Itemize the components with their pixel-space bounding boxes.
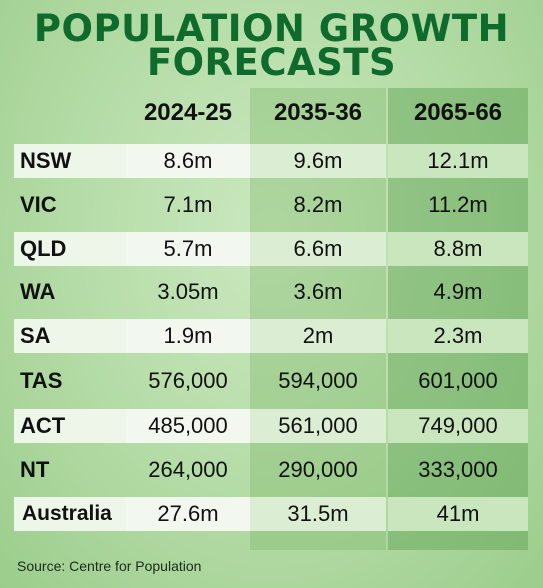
table-cell: 5.7m — [126, 232, 250, 266]
row-label: ACT — [14, 409, 126, 443]
table-cell: 6.6m — [250, 232, 386, 266]
source-note: Source: Centre for Population — [17, 558, 202, 574]
row-label: NSW — [14, 144, 126, 178]
table-cell: 3.05m — [157, 279, 219, 304]
table-row: SA 1.9m 2m 2.3m — [14, 319, 528, 353]
column-header-3: 2065-66 — [413, 99, 503, 126]
table-cell: 290,000 — [278, 457, 358, 482]
table-cell: 8.8m — [388, 232, 528, 266]
table-row: NSW 8.6m 9.6m 12.1m — [14, 144, 528, 178]
title-line-2: FORECASTS — [146, 41, 397, 84]
table-cell: 576,000 — [148, 368, 228, 393]
row-label: TAS — [20, 368, 63, 393]
table-row: TAS 576,000 594,000 601,000 — [14, 364, 528, 398]
table-row: Australia 27.6m 31.5m 41m — [14, 497, 528, 531]
row-label: SA — [14, 319, 126, 353]
table-cell: 8.2m — [293, 192, 343, 217]
table-row: NT 264,000 290,000 333,000 — [14, 453, 528, 487]
table-cell: 8.6m — [126, 144, 250, 178]
table-row: VIC 7.1m 8.2m 11.2m — [14, 188, 528, 222]
table-row: QLD 5.7m 6.6m 8.8m — [14, 232, 528, 266]
table-cell: 601,000 — [418, 368, 498, 393]
table-cell: 561,000 — [250, 409, 386, 443]
table-cell: 9.6m — [250, 144, 386, 178]
column-header-2: 2035-36 — [273, 99, 363, 126]
row-label: NT — [20, 457, 50, 482]
table-cell: 27.6m — [126, 497, 250, 531]
table-row: ACT 485,000 561,000 749,000 — [14, 409, 528, 443]
title-line-1: POPULATION GROWTH — [33, 7, 510, 50]
table-cell: 11.2m — [428, 192, 488, 217]
table-row: WA 3.05m 3.6m 4.9m — [14, 275, 528, 309]
table-cell: 333,000 — [418, 457, 498, 482]
table-cell: 2m — [250, 319, 386, 353]
table-cell: 264,000 — [148, 457, 228, 482]
table-cell: 2.3m — [388, 319, 528, 353]
table-cell: 7.1m — [163, 192, 213, 217]
table-cell: 12.1m — [388, 144, 528, 178]
row-label: WA — [20, 279, 56, 304]
table-cell: 31.5m — [250, 497, 386, 531]
table-cell: 4.9m — [433, 279, 483, 304]
row-label: Australia — [14, 497, 126, 531]
row-label: VIC — [20, 192, 57, 217]
table-cell: 749,000 — [388, 409, 528, 443]
table-cell: 3.6m — [293, 279, 343, 304]
table-cell: 41m — [388, 497, 528, 531]
table-cell: 485,000 — [126, 409, 250, 443]
row-label: QLD — [14, 232, 126, 266]
table-cell: 1.9m — [126, 319, 250, 353]
column-header-1: 2024-25 — [143, 99, 233, 126]
table-cell: 594,000 — [278, 368, 358, 393]
